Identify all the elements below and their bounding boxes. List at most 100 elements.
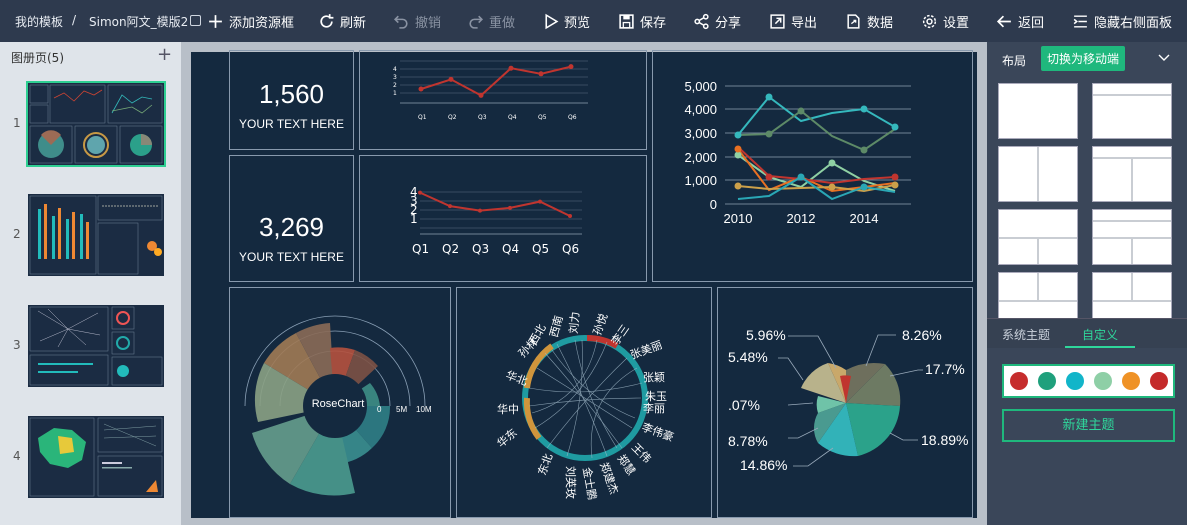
y-tick: 4 — [393, 66, 397, 73]
layout-template[interactable] — [998, 146, 1078, 202]
pie-label: 14.86% — [740, 457, 787, 473]
data-point — [478, 92, 484, 98]
pie-label: 8.78% — [728, 433, 768, 449]
refresh-button[interactable]: 刷新 — [318, 11, 366, 31]
y-tick: 1,000 — [684, 173, 717, 188]
redo-label: 重做 — [489, 15, 516, 31]
page-thumbnail-2[interactable] — [26, 192, 166, 278]
layout-template[interactable] — [1092, 146, 1172, 202]
theme-color-swatch — [1010, 372, 1028, 390]
theme-color-swatch — [1094, 372, 1112, 390]
multi-line-chart-svg: 0 1,000 2,000 3,000 4,000 5,000 2010 201… — [684, 79, 911, 226]
hide-panel-icon — [1073, 14, 1087, 28]
series-line — [418, 190, 572, 218]
pages-panel: 图册页(5) + 1 2 — [0, 42, 181, 525]
y-tick: 3 — [393, 74, 397, 81]
page-thumbnail-3[interactable] — [26, 303, 166, 389]
rose-chart[interactable]: RoseChart 0 5M 10M — [229, 287, 451, 518]
x-tick: Q4 — [502, 242, 519, 256]
x-tick: 2012 — [787, 211, 816, 226]
back-label: 返回 — [1018, 15, 1045, 31]
breadcrumb-home[interactable]: 我的模板 — [15, 15, 64, 29]
layout-template[interactable] — [1092, 209, 1172, 265]
y-tick: 1 — [393, 90, 397, 97]
x-tick: Q6 — [568, 114, 577, 121]
redo-icon — [469, 15, 484, 29]
chord-label: 金士鹏 — [580, 466, 600, 501]
data-point — [508, 205, 512, 210]
save-button[interactable]: 保存 — [618, 11, 666, 31]
chord-label: 李丽 — [643, 401, 665, 415]
x-tick: Q5 — [538, 114, 547, 121]
top-toolbar: 我的模板 / Simon阿文_模版2 添加资源框 刷新 撤销 重做 预览 保存 … — [0, 0, 1187, 42]
layout-template[interactable] — [998, 209, 1078, 265]
layout-template[interactable] — [1092, 83, 1172, 139]
tab-system-theme[interactable]: 系统主题 — [1002, 328, 1051, 342]
pie-label: .07% — [728, 397, 760, 413]
back-button[interactable]: 返回 — [996, 11, 1044, 31]
mini-line-chart-1[interactable]: 1 2 3 4 Q1 Q2 Q3 Q4 Q5 Q6 — [359, 50, 647, 150]
export-icon — [770, 13, 785, 29]
data-point — [568, 64, 574, 70]
theme-color-swatch — [1122, 372, 1140, 390]
theme-palette[interactable] — [1002, 364, 1175, 398]
series-line — [418, 64, 574, 98]
layout-template[interactable] — [1092, 272, 1172, 318]
rose-scale-label: 10M — [416, 405, 432, 414]
undo-button[interactable]: 撤销 — [393, 11, 441, 31]
data-point — [448, 76, 454, 82]
chord-ribbons — [528, 339, 643, 459]
layout-template[interactable] — [998, 272, 1078, 318]
y-tick: 1 — [410, 212, 418, 226]
arrow-left-icon — [996, 15, 1011, 27]
chord-label: 刘英玫 — [564, 466, 578, 499]
data-point — [568, 214, 572, 218]
y-tick: 0 — [710, 197, 717, 212]
data-point — [418, 86, 424, 92]
layout-template[interactable] — [998, 83, 1078, 139]
mini-line-chart-1-svg: 1 2 3 4 Q1 Q2 Q3 Q4 Q5 Q6 — [393, 60, 588, 121]
share-button[interactable]: 分享 — [693, 11, 741, 31]
preview-button[interactable]: 预览 — [542, 11, 590, 31]
page-thumbnail-1[interactable] — [26, 81, 166, 167]
pie-chart[interactable]: 8.26% 17.7% 18.89% 14.86% 8.78% .07% 5.4… — [717, 287, 973, 518]
save-icon — [619, 13, 634, 29]
data-button[interactable]: 数据 — [845, 11, 893, 31]
add-resource-button[interactable]: 添加资源框 — [207, 11, 294, 31]
x-tick: Q1 — [412, 242, 429, 256]
multi-line-chart[interactable]: 0 1,000 2,000 3,000 4,000 5,000 2010 201… — [652, 50, 973, 282]
y-tick: 4,000 — [684, 102, 717, 117]
edit-name-icon[interactable] — [190, 15, 201, 26]
series-markers — [734, 93, 899, 191]
rose-chart-svg: RoseChart 0 5M 10M — [244, 315, 432, 496]
chord-chart-svg: 华东 华中 华北 东北 西北 西南 刘力 孙悦 李三 张美丽 张颖 朱玉 李丽 … — [494, 311, 676, 501]
undo-label: 撤销 — [415, 15, 442, 31]
switch-to-mobile-button[interactable]: 切换为移动端 — [1041, 46, 1126, 71]
page-thumbnail-preview — [29, 417, 163, 497]
chord-chart[interactable]: 华东 华中 华北 东北 西北 西南 刘力 孙悦 李三 张美丽 张颖 朱玉 李丽 … — [456, 287, 712, 518]
kpi-card-1[interactable]: 1,560 YOUR TEXT HERE — [229, 50, 354, 150]
series-lines — [737, 95, 896, 201]
page-number: 4 — [13, 449, 21, 463]
hide-right-panel-button[interactable]: 隐藏右侧面板 — [1072, 11, 1172, 31]
redo-button[interactable]: 重做 — [467, 11, 515, 31]
export-button[interactable]: 导出 — [769, 11, 817, 31]
chevron-down-icon[interactable] — [1158, 54, 1170, 62]
tab-layout[interactable]: 布局 — [1002, 54, 1027, 68]
x-tick: Q3 — [478, 114, 487, 121]
dashboard-canvas[interactable]: 1,560 YOUR TEXT HERE 3,269 YOUR TEXT HER… — [191, 50, 977, 518]
data-point — [448, 204, 452, 209]
settings-button[interactable]: 设置 — [921, 11, 969, 31]
breadcrumb-file[interactable]: Simon阿文_模版2 — [89, 15, 189, 29]
data-point — [508, 65, 514, 71]
add-page-icon[interactable]: + — [157, 44, 173, 65]
page-thumbnail-4[interactable] — [26, 414, 166, 500]
tab-custom-theme[interactable]: 自定义 — [1082, 328, 1119, 342]
chord-label: 华中 — [497, 402, 519, 416]
new-theme-button[interactable]: 新建主题 — [1002, 409, 1175, 442]
kpi-card-2[interactable]: 3,269 YOUR TEXT HERE — [229, 155, 354, 282]
active-tab-indicator — [1065, 346, 1135, 348]
mini-line-chart-2[interactable]: 1 2 3 4 Q1 Q2 Q3 Q4 Q5 Q6 — [359, 155, 647, 282]
series-line — [419, 191, 571, 217]
chord-label: 刘力 — [567, 311, 582, 334]
